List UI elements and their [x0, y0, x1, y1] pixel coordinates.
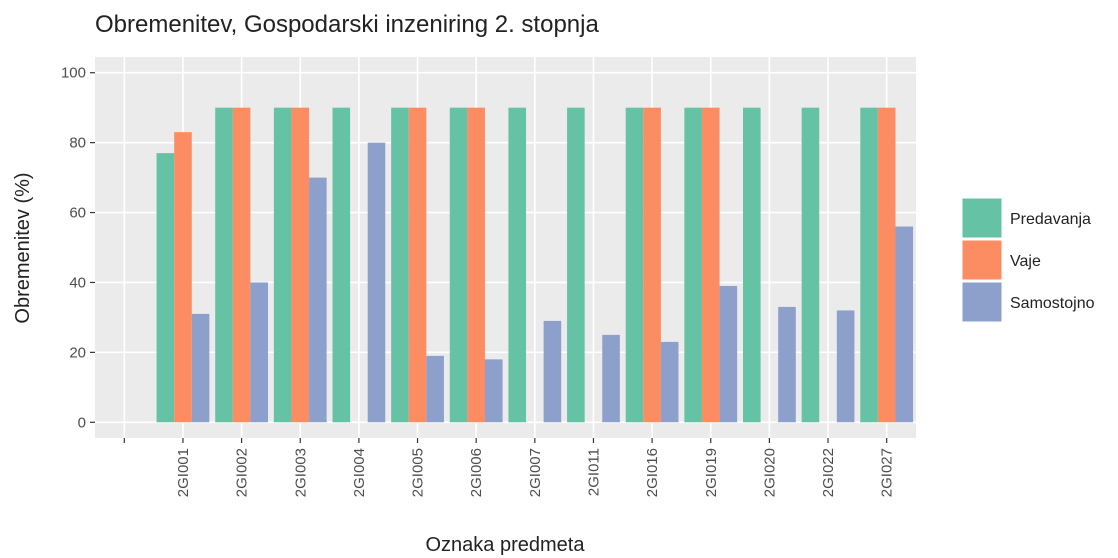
bar	[309, 177, 327, 423]
y-tick-label: 40	[69, 274, 86, 291]
bar	[836, 310, 855, 423]
bar	[719, 285, 738, 423]
bar	[602, 334, 620, 423]
bar	[467, 107, 485, 423]
bar	[391, 107, 409, 423]
bar	[701, 107, 720, 423]
y-axis-label: Obremenitev (%)	[12, 172, 34, 323]
bar	[484, 359, 503, 423]
x-tick-label: 2GI004	[351, 448, 368, 497]
bar	[291, 107, 310, 423]
legend-label: Samostojno	[1010, 295, 1095, 312]
bar	[877, 107, 896, 423]
bar	[332, 107, 351, 423]
x-tick-label: 2GI003	[292, 448, 309, 497]
bar	[215, 107, 233, 423]
bar	[174, 132, 192, 423]
x-tick-label: 2GI022	[820, 448, 837, 497]
legend-key	[961, 281, 1003, 323]
x-tick-label: 2GI002	[234, 448, 251, 497]
y-tick-label: 60	[69, 205, 86, 222]
bar	[273, 107, 292, 423]
y-tick-label: 80	[69, 135, 86, 152]
x-tick-label: 2GI019	[703, 448, 720, 497]
x-tick-label: 2GI027	[879, 448, 896, 497]
bar	[508, 107, 527, 423]
x-tick-label: 2GI006	[468, 448, 485, 497]
bar	[660, 341, 679, 423]
x-tick-label: 2GI016	[644, 448, 661, 497]
legend-label: Predavanja	[1010, 211, 1091, 228]
bar	[426, 355, 444, 423]
x-tick-label: 2GI007	[527, 448, 544, 497]
legend-key	[961, 239, 1003, 281]
y-tick-label: 0	[78, 414, 86, 431]
bar	[156, 153, 175, 423]
bar	[408, 107, 427, 423]
bar	[543, 320, 562, 423]
bar	[895, 226, 914, 423]
bar	[801, 107, 820, 423]
bar	[367, 142, 386, 423]
x-tick-label: 2GI005	[410, 448, 427, 497]
bar	[625, 107, 644, 423]
legend-key	[961, 197, 1003, 239]
bar	[778, 306, 796, 423]
chart-title: Obremenitev, Gospodarski inzeniring 2. s…	[95, 11, 599, 38]
y-tick-label: 100	[61, 65, 86, 82]
x-tick-label: 2GI011	[585, 448, 602, 496]
x-tick-label: 2GI001	[175, 448, 192, 497]
bar	[449, 107, 468, 423]
x-tick-label: 2GI020	[761, 448, 778, 497]
bar	[191, 313, 210, 423]
legend-label: Vaje	[1010, 253, 1041, 270]
bar	[643, 107, 661, 423]
bar	[684, 107, 702, 423]
bar	[567, 107, 585, 423]
x-axis-label: Oznaka predmeta	[426, 534, 586, 556]
y-tick-label: 20	[69, 344, 86, 361]
bar	[232, 107, 251, 423]
bar	[743, 107, 761, 423]
bar	[860, 107, 878, 423]
bar	[250, 282, 268, 423]
